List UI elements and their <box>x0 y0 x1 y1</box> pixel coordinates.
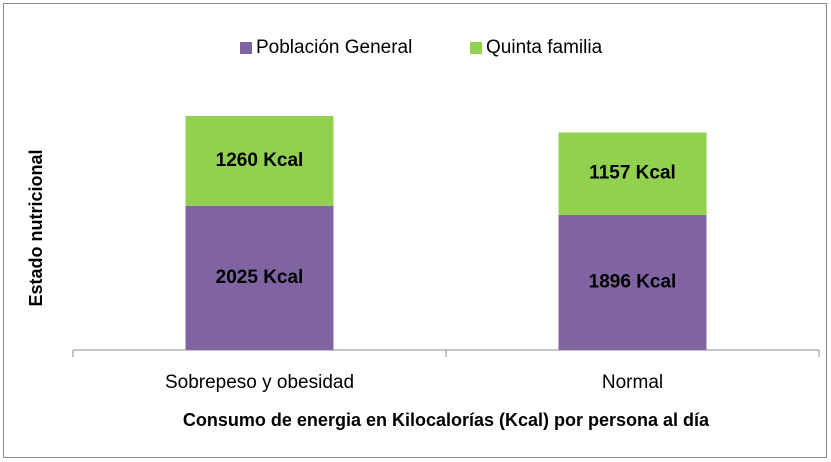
legend-label: Quinta familia <box>486 37 603 58</box>
x-axis-label: Consumo de energia en Kilocalorías (Kcal… <box>183 410 710 430</box>
data-label: 1157 Kcal <box>589 163 676 184</box>
x-tick-label: Normal <box>602 372 663 393</box>
legend-label: Población General <box>256 37 412 58</box>
data-label: 1896 Kcal <box>589 271 677 292</box>
bar-segment <box>185 116 334 206</box>
bar-segment <box>558 132 707 215</box>
data-label: 2025 Kcal <box>216 267 304 288</box>
x-tick-label: Sobrepeso y obesidad <box>165 372 354 393</box>
y-axis-label: Estado nutricional <box>26 149 46 306</box>
bar-segment <box>185 205 334 350</box>
legend-swatch <box>470 42 482 54</box>
legend-swatch <box>240 42 252 54</box>
data-label: 1260 Kcal <box>216 150 304 171</box>
bar-segment <box>558 214 707 350</box>
